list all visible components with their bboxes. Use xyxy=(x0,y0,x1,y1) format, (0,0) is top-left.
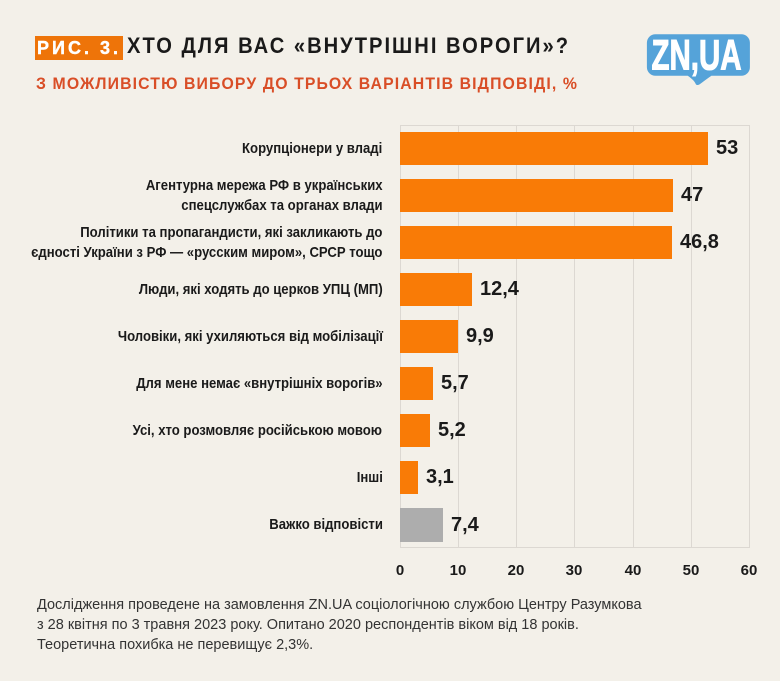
svg-text:ZN,UA: ZN,UA xyxy=(652,32,742,80)
